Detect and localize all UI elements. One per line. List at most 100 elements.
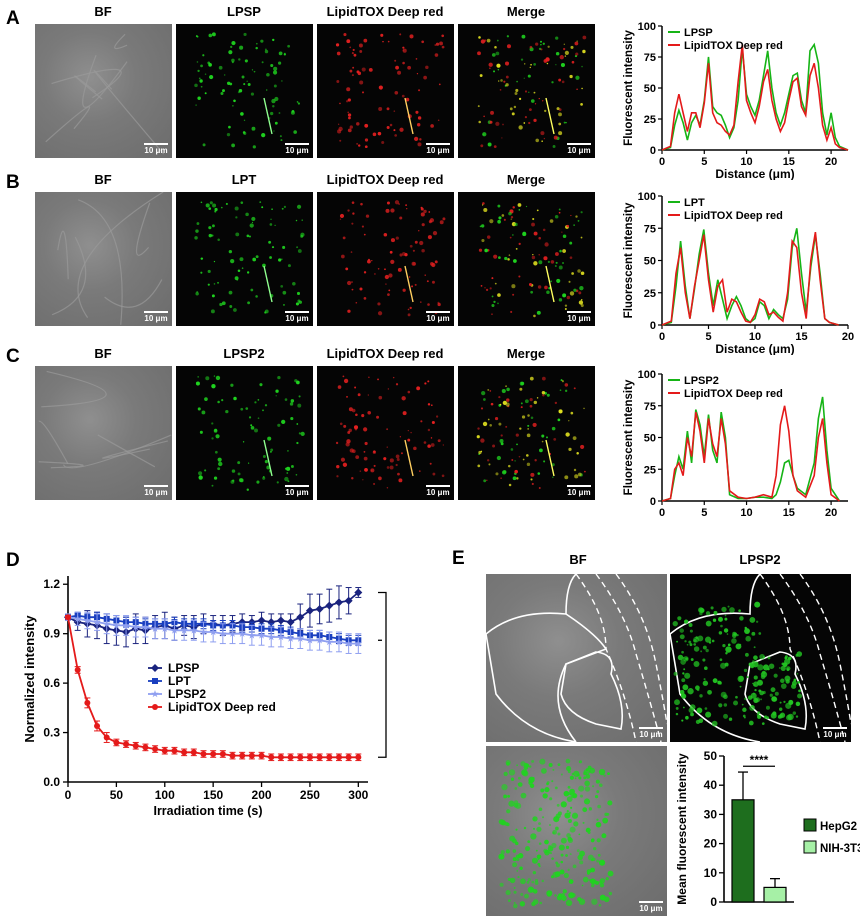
scale-bar: 10 μm	[567, 143, 591, 155]
legend-label: LPSP	[168, 661, 199, 675]
data-point	[315, 636, 324, 644]
data-point	[305, 606, 314, 615]
data-point	[354, 639, 363, 647]
lipidtox-image: 10 μm	[317, 366, 454, 500]
legend-label: LipidTOX Deep red	[684, 210, 783, 222]
data-point	[286, 634, 295, 642]
chart-panel-d: 0.0 0.3 0.6 0.9 1.2 0 50 100 150 200 250 300 Irradia…	[22, 576, 400, 818]
panel-letter-b: B	[6, 172, 20, 193]
y-tick-label: 0	[650, 145, 656, 157]
data-point	[228, 629, 237, 637]
scale-label: 10 μm	[823, 730, 847, 739]
panel-letter-d: D	[6, 550, 20, 571]
scale-bar: 10 μm	[567, 311, 591, 323]
data-point	[355, 754, 362, 761]
x-tick-label: 15	[783, 156, 795, 168]
data-point	[268, 754, 275, 761]
y-tick-label: 50	[644, 433, 656, 445]
scale-bar: 10 μm	[639, 727, 663, 739]
data-point	[65, 614, 71, 621]
scale-label: 10 μm	[426, 146, 450, 155]
data-point	[239, 752, 246, 759]
scale-bar: 10 μm	[639, 901, 663, 913]
scale-label: 10 μm	[639, 730, 663, 739]
x-tick-label: 0	[659, 507, 665, 519]
data-point	[345, 754, 352, 761]
data-point	[161, 624, 169, 632]
x-tick-label: 15	[783, 507, 795, 519]
scale-label: 10 μm	[285, 488, 309, 497]
chart-panel-b: 0 25 50 75 100 0 5 10 15 20 Distance (μm) Fluoresce…	[623, 191, 854, 355]
data-point	[123, 741, 130, 748]
x-tick-label: 0	[659, 331, 665, 343]
x-tick-label: 10	[740, 156, 752, 168]
scale-label: 10 μm	[285, 314, 309, 323]
data-point	[151, 664, 159, 672]
column-title: Merge	[506, 346, 546, 361]
bf-image: 10 μm	[35, 366, 172, 500]
data-point	[257, 631, 266, 639]
data-point	[248, 631, 256, 639]
column-title: LPSP	[227, 4, 261, 19]
data-point	[93, 618, 101, 626]
column-title: LipidTOX Deep red	[326, 346, 444, 361]
data-point	[131, 623, 140, 631]
chart-panel-c: 0 25 50 75 100 0 5 10 15 20 Fluorescent intensity L…	[623, 369, 848, 519]
data-point	[209, 628, 217, 636]
x-axis-label: Distance (μm)	[715, 167, 794, 180]
y-tick-label: 100	[638, 191, 656, 203]
data-point	[296, 613, 305, 622]
x-tick-label: 10	[740, 507, 752, 519]
y-tick-label: 0	[650, 320, 656, 332]
data-point	[325, 601, 334, 610]
legend-label: HepG2	[820, 821, 857, 833]
x-tick-label: 0	[65, 788, 72, 802]
y-tick-label: 75	[644, 223, 656, 235]
y-tick-label: 25	[644, 114, 656, 126]
data-point	[83, 616, 92, 624]
data-point	[354, 588, 363, 597]
data-point	[190, 749, 197, 756]
scale-label: 10 μm	[285, 146, 309, 155]
y-tick-label: 0.3	[43, 726, 60, 740]
probe-image: 10 μm	[176, 24, 313, 158]
x-tick-label: 20	[825, 156, 837, 168]
data-point	[152, 746, 159, 753]
y-tick-label: 30	[704, 807, 718, 821]
legend-label: LPT	[684, 197, 705, 209]
scale-bar: 10 μm	[823, 727, 847, 739]
panel-e-merge-image: 10 μm	[486, 746, 667, 916]
data-point	[306, 754, 313, 761]
scale-bar: 10 μm	[285, 485, 309, 497]
column-title: LipidTOX Deep red	[326, 172, 444, 187]
data-point	[277, 754, 284, 761]
chart-panel-e: 0 10 20 30 40 50 Mean fluorescent intensity ***…	[675, 749, 860, 909]
bar	[731, 799, 755, 903]
legend-swatch	[803, 840, 817, 854]
y-tick-label: 100	[638, 369, 656, 381]
panel-e-bf-image: 10 μm	[486, 574, 667, 742]
panel-e-lpsp2-image: 10 μm	[670, 574, 851, 742]
scale-label: 10 μm	[426, 488, 450, 497]
y-tick-label: 50	[704, 749, 718, 763]
data-point	[152, 704, 158, 710]
data-point	[181, 749, 188, 756]
probe-image: 10 μm	[176, 192, 313, 326]
data-point	[122, 621, 130, 629]
probe-image: 10 μm	[176, 366, 313, 500]
data-point	[171, 747, 178, 754]
y-axis-label: Mean fluorescent intensity	[675, 753, 689, 905]
x-tick-label: 150	[203, 788, 223, 802]
merge-image: 10 μm	[458, 192, 595, 326]
x-tick-label: 0	[659, 156, 665, 168]
bf-image: 10 μm	[35, 24, 172, 158]
x-tick-label: 50	[110, 788, 124, 802]
legend-label: LipidTOX Deep red	[168, 700, 276, 714]
y-tick-label: 10	[704, 866, 718, 880]
data-point	[296, 634, 305, 642]
scale-bar: 10 μm	[426, 311, 450, 323]
data-point	[325, 637, 334, 646]
y-tick-label: 0.0	[43, 775, 60, 789]
y-tick-label: 20	[704, 837, 718, 851]
x-tick-label: 5	[701, 156, 707, 168]
